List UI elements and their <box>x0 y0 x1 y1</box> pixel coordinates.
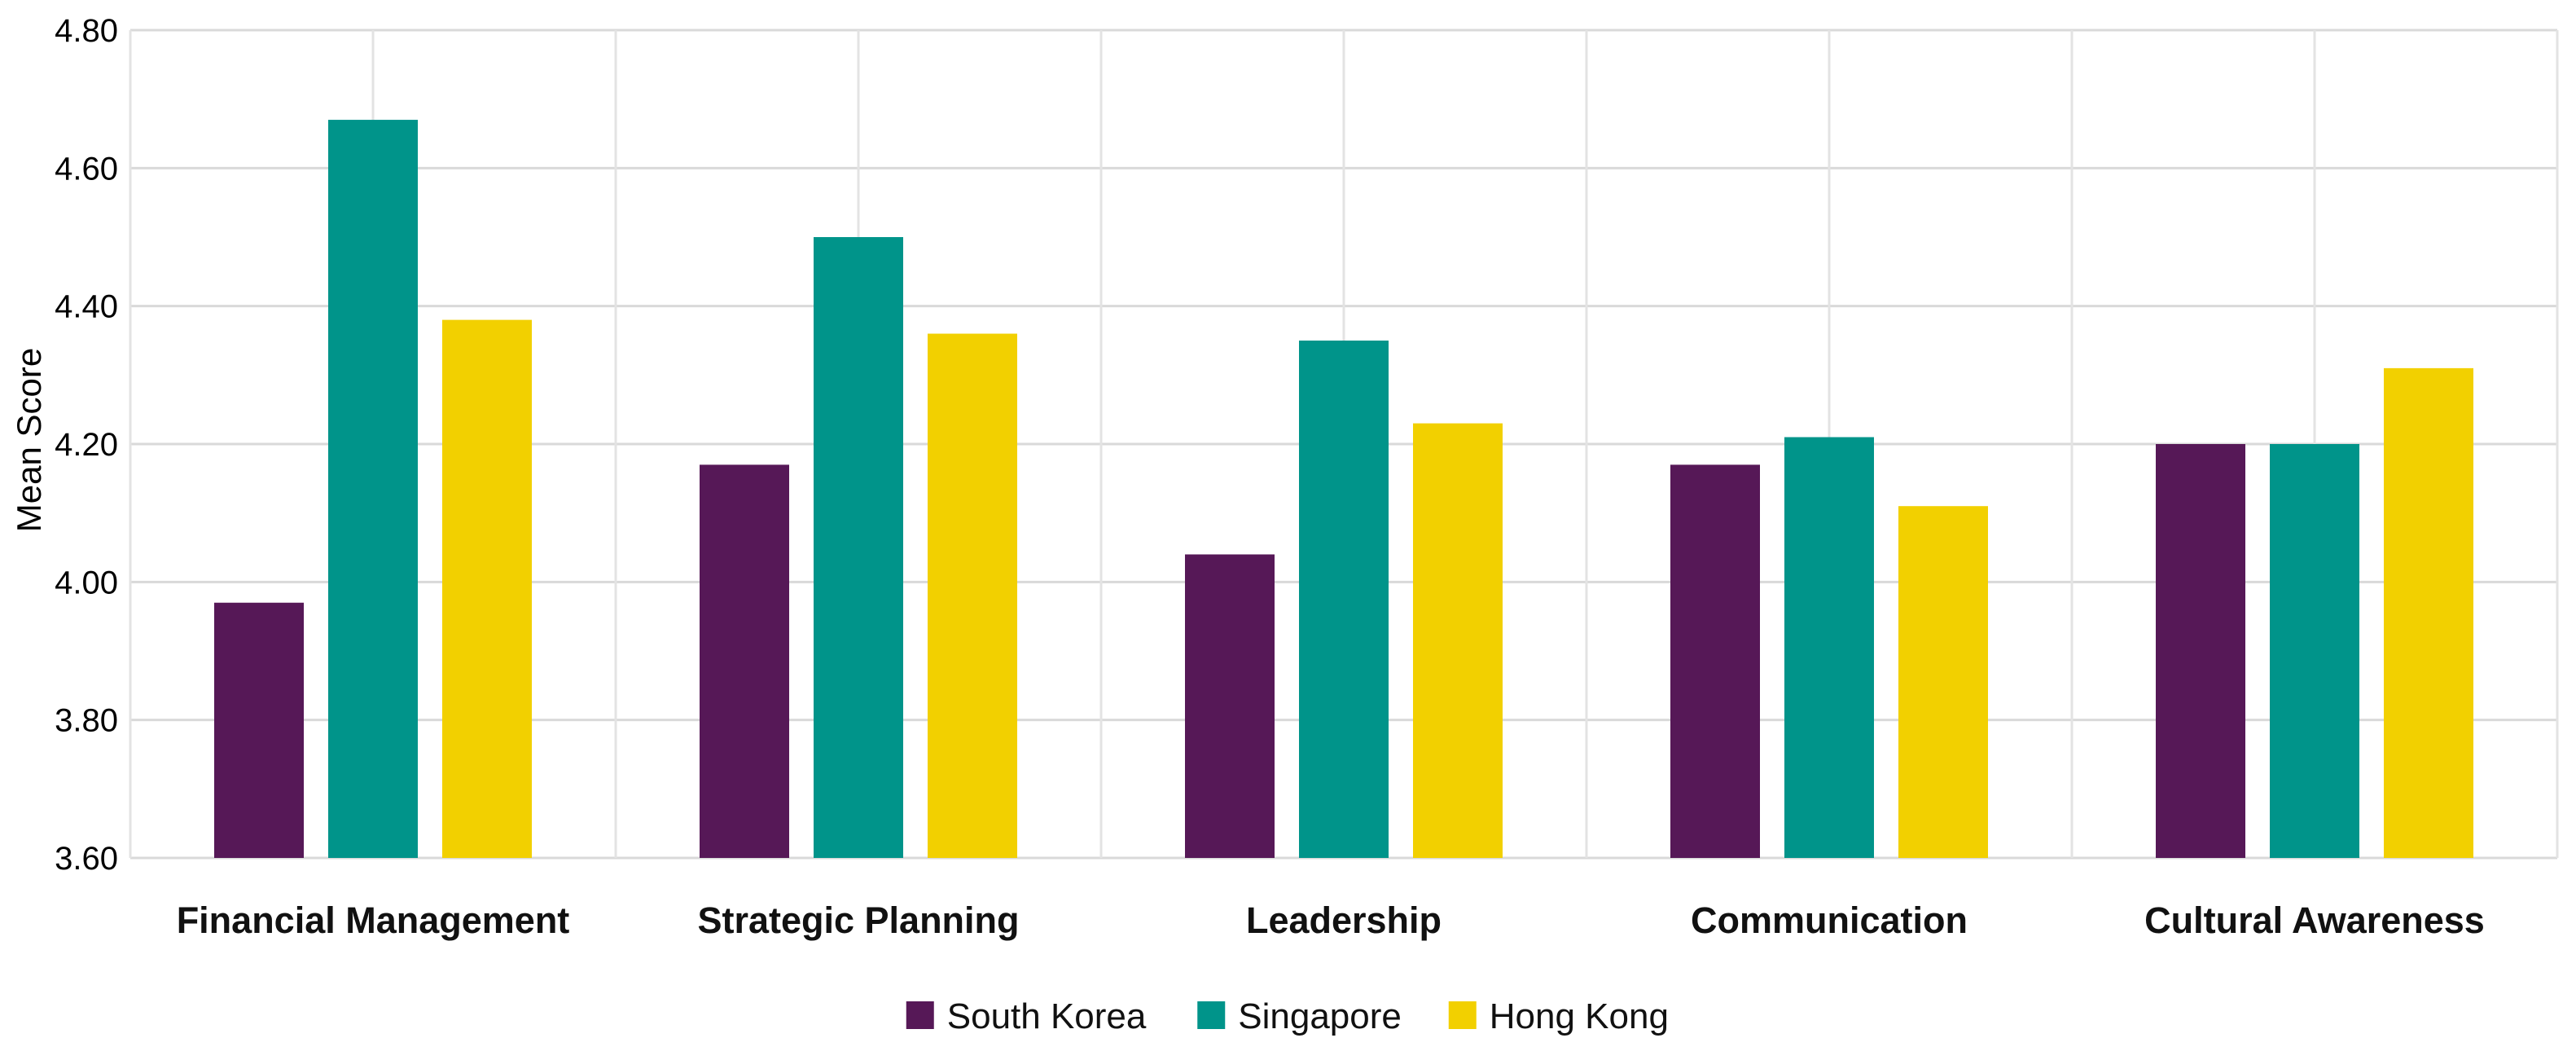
legend: South Korea Singapore Hong Kong <box>906 996 1669 1036</box>
legend-label: Hong Kong <box>1490 996 1669 1036</box>
legend-swatch <box>906 1001 934 1029</box>
y-axis-ticks: 3.60 3.80 4.00 4.20 4.40 4.60 4.80 <box>55 13 118 877</box>
legend-swatch <box>1448 1001 1477 1029</box>
x-category-label: Financial Management <box>177 899 570 941</box>
bar <box>1784 437 1874 858</box>
x-category-label: Communication <box>1691 899 1968 941</box>
bar <box>1670 464 1760 858</box>
x-category-label: Cultural Awareness <box>2144 899 2485 941</box>
legend-label: Singapore <box>1238 996 1402 1036</box>
bar <box>928 333 1017 858</box>
y-tick-label: 4.20 <box>55 427 118 463</box>
y-tick-label: 4.40 <box>55 289 118 325</box>
x-category-label: Strategic Planning <box>697 899 1019 941</box>
bar <box>328 120 418 859</box>
bar <box>1898 506 1988 858</box>
bar <box>2270 444 2359 858</box>
bar <box>214 602 304 858</box>
x-category-label: Leadership <box>1246 899 1442 941</box>
bar <box>700 464 789 858</box>
bars <box>214 120 2473 859</box>
y-tick-label: 3.60 <box>55 841 118 877</box>
x-axis-labels: Financial Management Strategic Planning Le… <box>177 899 2485 941</box>
bar <box>814 237 903 858</box>
bar <box>1413 423 1503 858</box>
bar <box>442 319 532 859</box>
legend-label: South Korea <box>947 996 1147 1036</box>
bar <box>2384 367 2473 858</box>
y-axis-title: Mean Score <box>10 348 48 532</box>
y-tick-label: 4.80 <box>55 13 118 49</box>
bar <box>1185 554 1275 858</box>
y-tick-label: 4.00 <box>55 565 118 600</box>
y-tick-label: 3.80 <box>55 703 118 739</box>
legend-swatch <box>1197 1001 1226 1029</box>
y-tick-label: 4.60 <box>55 151 118 187</box>
bar <box>2156 444 2245 858</box>
bar <box>1299 341 1389 858</box>
